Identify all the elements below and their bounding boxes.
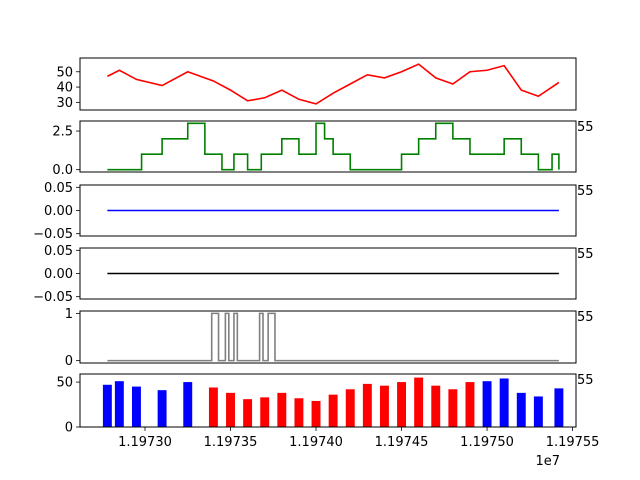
axes-frame	[79, 120, 577, 173]
subplot-5: 0 1 55	[65, 307, 594, 369]
y-tick-label: 50	[56, 65, 73, 80]
axes-frame	[79, 310, 577, 364]
x-tick-label: 1.19750	[460, 435, 514, 450]
x-tick-label: 1.19755	[546, 435, 600, 450]
series-line	[107, 63, 560, 105]
y-tick-label: 40	[56, 81, 73, 96]
bar	[114, 381, 124, 427]
bar	[183, 382, 193, 427]
bar	[554, 388, 564, 427]
y-tick-label: 0	[65, 421, 73, 436]
bar	[277, 392, 287, 427]
bar	[533, 396, 543, 427]
y-tick-label: 50	[56, 376, 73, 391]
y-tick-label: 0.0	[52, 163, 73, 178]
bar	[499, 378, 509, 427]
bar	[482, 381, 492, 427]
series-line	[107, 122, 560, 171]
subplot-6: 0 50 55 1.19730 1.19735 1.19740 1.19745 1.19750…	[56, 373, 599, 469]
bar	[226, 392, 235, 427]
axes-frame	[79, 373, 577, 428]
x-offset-label: 55	[577, 184, 594, 199]
bar	[379, 385, 389, 427]
x-tick-label: 1.19745	[375, 435, 429, 450]
y-tick-label: 0.00	[44, 267, 73, 282]
y-tick-label: 2.5	[52, 125, 73, 140]
subplot-4: −0.05 0.00 0.05 55	[33, 244, 593, 305]
bar	[243, 399, 253, 427]
x-offset-label: 55	[577, 247, 594, 262]
x-offset-label: 55	[577, 120, 594, 135]
x-tick-label: 1.19740	[289, 435, 343, 450]
bar	[328, 394, 338, 427]
bar	[102, 384, 112, 427]
x-offset-label: 55	[577, 310, 594, 325]
x-scale-label: 1e7	[535, 454, 560, 469]
y-tick-label: 0	[65, 354, 73, 369]
y-tick-label: 30	[56, 96, 73, 111]
x-tick-label: 1.19730	[118, 435, 172, 450]
subplot-2: 0.0 2.5 55	[52, 120, 593, 178]
bar	[414, 377, 424, 427]
x-offset-label: 55	[577, 373, 594, 388]
bar	[208, 387, 218, 427]
bar	[260, 397, 270, 427]
bar	[431, 385, 441, 427]
y-tick-label: 0.00	[44, 204, 73, 219]
bar	[131, 386, 141, 427]
bar	[362, 383, 372, 427]
bar	[448, 389, 458, 427]
y-tick-label: −0.05	[33, 290, 73, 305]
bar	[311, 400, 321, 427]
bar	[157, 390, 167, 427]
bar	[397, 382, 407, 427]
bar	[516, 392, 526, 427]
y-tick-label: 0.05	[44, 244, 73, 259]
bar	[345, 389, 355, 427]
y-tick-label: 0.05	[44, 181, 73, 196]
subplot-3: −0.05 0.00 0.05 55	[33, 181, 593, 242]
series-line	[107, 312, 559, 362]
bar	[294, 398, 304, 427]
x-tick-label: 1.19735	[204, 435, 258, 450]
axes-frame	[79, 57, 577, 111]
bar	[465, 382, 475, 427]
y-tick-label: 1	[65, 307, 73, 322]
y-tick-label: −0.05	[33, 227, 73, 242]
